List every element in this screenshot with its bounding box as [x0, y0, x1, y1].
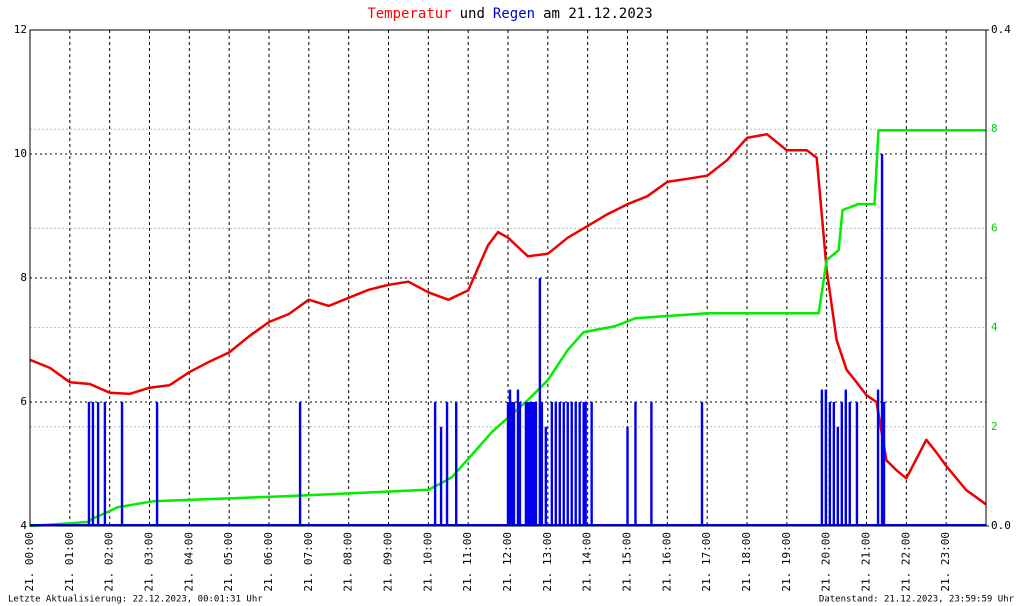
rain-bar: [824, 389, 828, 526]
rain-bar: [584, 402, 587, 526]
series-line: [29, 128, 986, 528]
rain-bar: [512, 402, 516, 526]
rain-bar: [566, 402, 569, 526]
rain-bar: [840, 402, 844, 526]
x-tick-label: 21. 08:00: [342, 532, 355, 592]
x-tick-label: 21. 21:00: [860, 532, 873, 592]
rain-bar: [526, 402, 530, 526]
rain-bar: [558, 402, 561, 526]
x-tick-label: 21. 04:00: [182, 532, 195, 592]
x-tick-label: 21. 22:00: [899, 532, 912, 592]
rain-bar: [820, 389, 824, 526]
rain-bar: [445, 402, 449, 526]
x-tick-label: 21. 10:00: [421, 532, 434, 592]
y2-tick-label: 2: [991, 420, 998, 433]
x-tick-label: 21. 05:00: [222, 532, 235, 592]
rain-bar: [103, 402, 107, 526]
rain-bar: [508, 389, 512, 526]
rain-bar: [455, 402, 458, 526]
rain-bar: [538, 278, 542, 526]
x-tick-label: 21. 14:00: [581, 532, 594, 592]
rain-bar: [534, 402, 538, 526]
rain-bar: [524, 402, 528, 526]
rain-bar: [876, 389, 880, 526]
rain-bar: [532, 402, 536, 526]
rain-bar: [700, 402, 704, 526]
rain-bar: [120, 402, 124, 526]
y3-tick-label: 0.0: [991, 519, 1011, 532]
footer-right: Datenstand: 21.12.2023, 23:59:59 Uhr: [819, 595, 1015, 605]
x-tick-label: 21. 07:00: [302, 532, 315, 592]
rain-bar: [590, 402, 593, 526]
footer-left: Letzte Aktualisierung: 22.12.2023, 00:01…: [8, 595, 263, 605]
x-tick-label: 21. 20:00: [820, 532, 833, 592]
chart-title: Temperatur und Regen am 21.12.2023: [367, 6, 652, 22]
rain-bar: [836, 426, 840, 526]
rain-bar: [528, 402, 532, 526]
title-part: und: [460, 6, 485, 22]
rain-bar: [578, 402, 581, 526]
y-tick-label: 8: [20, 271, 27, 284]
rain-bar: [828, 402, 832, 526]
rain-bar: [550, 402, 554, 526]
rain-bar: [87, 402, 91, 526]
rain-bar: [844, 389, 847, 526]
x-tick-label: 21. 01:00: [63, 532, 76, 592]
x-tick-label: 21. 12:00: [501, 532, 514, 592]
rain-bar: [540, 402, 544, 526]
rain-bar: [433, 402, 437, 526]
y2-tick-label: 6: [991, 221, 998, 234]
x-tick-label: 21. 15:00: [621, 532, 634, 592]
rain-bar: [518, 402, 522, 526]
rain-bar: [855, 402, 859, 526]
rain-bar: [562, 402, 565, 526]
rain-bar: [582, 402, 585, 526]
x-tick-label: 21. 16:00: [660, 532, 673, 592]
x-tick-label: 21. 09:00: [382, 532, 395, 592]
title-part: Regen: [493, 6, 535, 22]
rain-bar: [570, 402, 573, 526]
x-tick-label: 21. 03:00: [143, 532, 156, 592]
rain-bar: [439, 426, 443, 526]
x-tick-label: 21. 02:00: [103, 532, 116, 592]
rain-bar: [574, 402, 577, 526]
series-line: [29, 132, 987, 506]
rain-bar: [544, 426, 548, 526]
rain-bar: [155, 402, 159, 526]
rain-bar: [848, 402, 851, 526]
y-tick-label: 6: [20, 395, 27, 408]
title-part: Temperatur: [367, 6, 451, 22]
x-tick-label: 21. 18:00: [740, 532, 753, 592]
rain-bar: [510, 402, 514, 526]
x-tick-label: 21. 19:00: [780, 532, 793, 592]
y2-tick-label: 8: [991, 122, 998, 135]
x-tick-label: 21. 11:00: [461, 532, 474, 592]
y-tick-label: 10: [14, 147, 27, 160]
rain-bar: [530, 402, 534, 526]
title-part: am 21.12.2023: [543, 6, 653, 22]
x-tick-label: 21. 00:00: [23, 532, 36, 592]
y-tick-label: 12: [14, 23, 27, 36]
rain-bar: [516, 389, 520, 526]
x-tick-label: 21. 13:00: [541, 532, 554, 592]
rain-bar: [626, 426, 629, 526]
rain-bar: [832, 402, 836, 526]
rain-bar: [554, 402, 557, 526]
rain-bar: [880, 154, 884, 526]
rain-bar: [882, 402, 886, 526]
rain-bar: [298, 402, 302, 526]
y3-tick-label: 0.4: [991, 23, 1011, 36]
rain-bar: [96, 402, 100, 526]
plot-frame: [29, 29, 987, 527]
x-tick-label: 21. 17:00: [700, 532, 713, 592]
y-tick-label: 4: [20, 519, 27, 532]
y2-tick-label: 4: [991, 321, 998, 334]
rain-bar: [634, 402, 637, 526]
rain-bar: [650, 402, 653, 526]
rain-bar: [91, 402, 95, 526]
rain-bar: [506, 402, 510, 526]
x-tick-label: 21. 23:00: [939, 532, 952, 592]
x-tick-label: 21. 06:00: [262, 532, 275, 592]
